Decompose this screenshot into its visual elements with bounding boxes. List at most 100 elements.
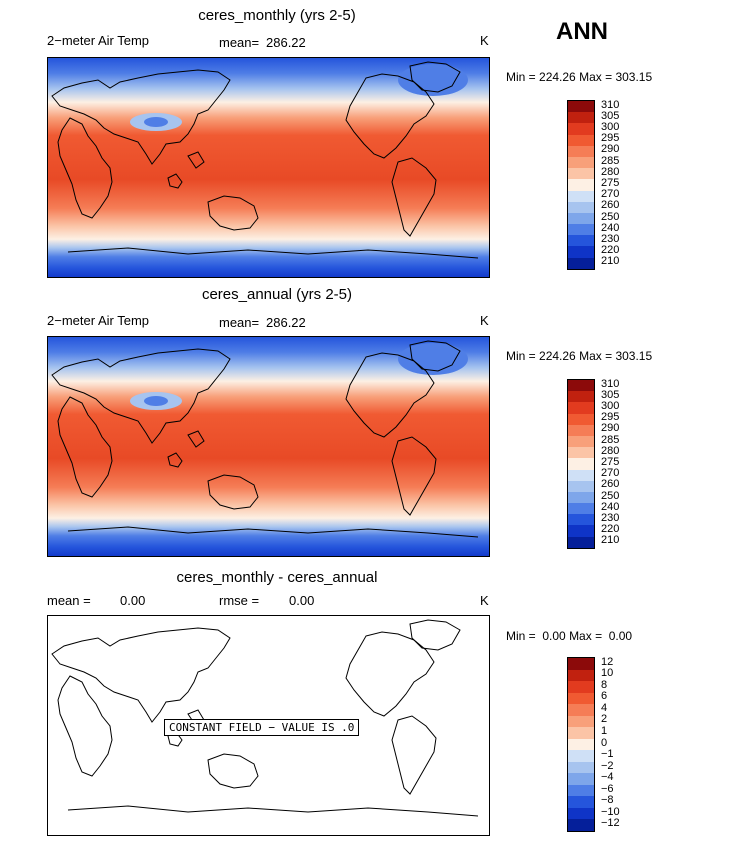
colorbar-tick-label: 210 <box>601 534 620 547</box>
colorbar-tick-label: 275 <box>601 177 620 189</box>
max-label: Max = <box>579 70 613 84</box>
colorbar-segment <box>568 669 594 682</box>
colorbar-segment <box>568 212 594 225</box>
colorbar-segment <box>568 727 594 739</box>
panel-3-colorbar <box>567 657 595 832</box>
colorbar-tick-label: 6 <box>601 690 608 703</box>
colorbar-tick-label: 300 <box>601 121 620 133</box>
max-value: 303.15 <box>615 349 653 363</box>
colorbar-segment <box>568 480 594 492</box>
coastline <box>167 452 183 468</box>
colorbar-segment <box>568 156 594 169</box>
colorbar-tick-label: 210 <box>601 255 620 268</box>
max-value: 0.00 <box>608 629 633 643</box>
panel-1-map <box>47 57 490 278</box>
colorbar-segment <box>568 145 594 157</box>
colorbar-tick-label: 4 <box>601 701 608 714</box>
coastline <box>57 117 113 219</box>
colorbar-tick-label: −8 <box>601 794 614 807</box>
coastline <box>207 753 259 789</box>
colorbar-segment <box>568 773 594 785</box>
panel-3-min-max: Min = 0.00 Max = 0.00 <box>506 629 632 643</box>
max-label: Max = <box>579 349 613 363</box>
colorbar-tick-label: 260 <box>601 199 620 212</box>
coastline <box>67 805 479 817</box>
coastline <box>51 627 231 723</box>
panel-3-units: K <box>480 593 489 608</box>
coastline <box>167 173 183 189</box>
coastline <box>57 396 113 498</box>
coastline <box>391 715 437 795</box>
panel-3-mean-value: 0.00 <box>120 593 146 608</box>
panel-2-map <box>47 336 490 557</box>
panel-2-min-max: Min = 224.26 Max = 303.15 <box>506 349 652 363</box>
colorbar-tick-label: −12 <box>601 817 620 830</box>
colorbar-segment <box>568 380 594 392</box>
panel-1-mean-value: 286.22 <box>266 35 306 50</box>
min-label: Min = <box>506 349 536 363</box>
coastline <box>409 619 461 651</box>
colorbar-segment <box>568 503 594 515</box>
colorbar-segment <box>568 525 594 537</box>
colorbar-segment <box>568 123 594 135</box>
colorbar-segment <box>568 201 594 213</box>
panel-3-title: ceres_monthly - ceres_annual <box>176 569 378 586</box>
min-label: Min = <box>506 70 536 84</box>
colorbar-segment <box>568 435 594 448</box>
panel-1-mean-label: mean= <box>219 35 260 50</box>
colorbar-segment <box>568 235 594 247</box>
constant-field-note: CONSTANT FIELD − VALUE IS .0 <box>164 719 360 736</box>
colorbar-tick-label: 1 <box>601 724 608 737</box>
panel-3-mean-label: mean = <box>47 593 91 608</box>
coastline <box>51 348 231 444</box>
colorbar-segment <box>568 715 594 728</box>
colorbar-segment <box>568 514 594 526</box>
temperature-map-2 <box>48 337 489 556</box>
coastline <box>57 675 113 777</box>
colorbar-tick-label: 280 <box>601 444 620 457</box>
season-label: ANN <box>556 18 608 45</box>
colorbar-tick-label: 2 <box>601 713 608 726</box>
colorbar-segment <box>568 704 594 716</box>
colorbar-segment <box>568 761 594 774</box>
colorbar-tick-label: 305 <box>601 388 620 401</box>
coastline <box>67 247 479 259</box>
colorbar-tick-label: 310 <box>601 377 620 390</box>
colorbar-tick-label: 295 <box>601 132 620 145</box>
panel-1-colorbar <box>567 100 595 270</box>
colorbar-segment <box>568 784 594 797</box>
coastline <box>187 430 205 448</box>
panel-3-map: CONSTANT FIELD − VALUE IS .0 <box>47 615 490 836</box>
colorbar-tick-label: 220 <box>601 523 620 536</box>
colorbar-tick-label: 290 <box>601 143 620 156</box>
colorbar-tick-label: 12 <box>601 655 614 668</box>
min-value: 224.26 <box>539 349 576 363</box>
colorbar-tick-label: 290 <box>601 422 620 435</box>
colorbar-segment <box>568 413 594 425</box>
panel-1-title: ceres_monthly (yrs 2-5) <box>198 7 356 24</box>
coastline <box>207 195 259 231</box>
colorbar-tick-label: 300 <box>601 400 620 412</box>
coastline <box>207 474 259 510</box>
colorbar-segment <box>568 190 594 202</box>
colorbar-tick-label: 285 <box>601 154 620 167</box>
colorbar-tick-label: 10 <box>601 667 614 680</box>
colorbar-tick-label: 0 <box>601 736 608 749</box>
colorbar-segment <box>568 179 594 191</box>
colorbar-tick-label: 8 <box>601 678 608 691</box>
colorbar-tick-label: 250 <box>601 210 620 223</box>
colorbar-segment <box>568 447 594 459</box>
panel-1-units: K <box>480 33 489 48</box>
coastline <box>187 151 205 169</box>
colorbar-tick-label: −6 <box>601 782 614 795</box>
coastline <box>409 340 461 372</box>
colorbar-segment <box>568 796 594 808</box>
colorbar-segment <box>568 536 594 548</box>
colorbar-tick-label: 240 <box>601 221 620 234</box>
colorbar-tick-label: 230 <box>601 512 620 524</box>
colorbar-segment <box>568 112 594 124</box>
colorbar-segment <box>568 391 594 403</box>
coastline <box>391 157 437 237</box>
colorbar-segment <box>568 807 594 820</box>
colorbar-tick-label: 250 <box>601 489 620 502</box>
